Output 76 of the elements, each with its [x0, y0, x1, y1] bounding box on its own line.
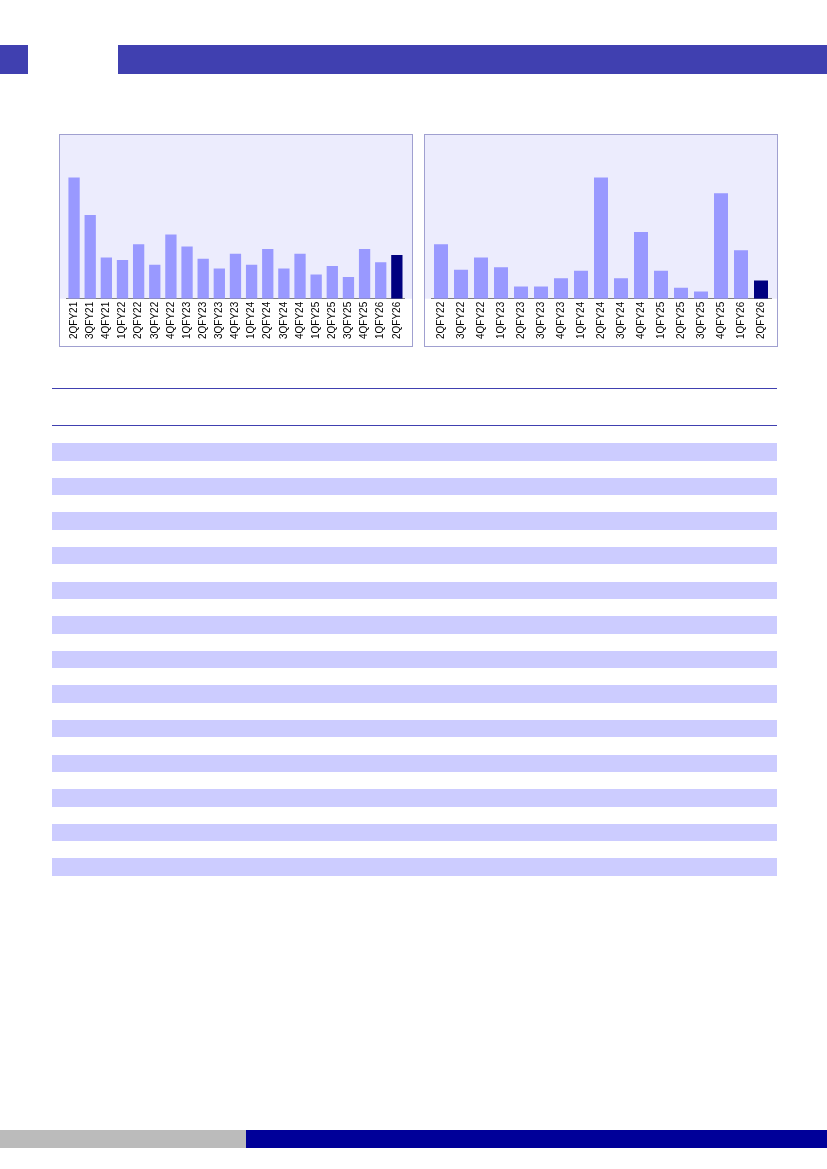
bar [342, 276, 355, 299]
bar [245, 264, 258, 299]
bar [278, 268, 290, 299]
bar [326, 265, 338, 299]
bar [229, 253, 242, 299]
x-tick-label: 2QFY26 [754, 301, 766, 340]
bar [754, 280, 768, 299]
x-tick-label: 3QFY22 [454, 301, 466, 340]
bar [634, 232, 648, 299]
x-tick-label: 2QFY25 [674, 301, 686, 340]
x-tick-label: 2QFY21 [67, 301, 79, 340]
x-tick-label: 3QFY24 [614, 301, 626, 340]
bar [514, 286, 528, 299]
x-tick-label: 2QFY22 [132, 301, 144, 340]
x-tick-label: 3QFY21 [83, 301, 95, 340]
x-tick-label: 3QFY23 [213, 301, 225, 340]
x-tick-label: 2QFY24 [594, 301, 606, 340]
x-tick-label: 2QFY24 [261, 301, 273, 340]
x-tick-label: 1QFY25 [654, 301, 666, 340]
x-tick-label: 4QFY23 [229, 301, 241, 340]
bar [116, 259, 129, 299]
x-tick-label: 1QFY23 [494, 301, 506, 340]
bar [100, 257, 112, 299]
x-tick-label: 3QFY25 [694, 301, 706, 340]
x-tick-label: 2QFY22 [434, 301, 446, 340]
x-tick-label: 3QFY23 [534, 301, 546, 340]
bar [132, 244, 145, 299]
x-tick-label: 3QFY25 [342, 301, 354, 340]
bar [694, 291, 708, 299]
x-tick-label: 4QFY22 [164, 301, 176, 340]
bar [197, 258, 209, 299]
bar [614, 278, 628, 299]
x-tick-label: 4QFY24 [634, 301, 646, 340]
bar [654, 270, 668, 299]
x-tick-label: 2QFY26 [390, 301, 402, 340]
x-tick-label: 4QFY21 [100, 301, 112, 340]
x-tick-label: 1QFY26 [374, 301, 386, 340]
x-tick-label: 2QFY25 [326, 301, 338, 340]
bar [574, 270, 588, 299]
bar [434, 244, 448, 299]
x-tick-label: 4QFY24 [293, 301, 305, 340]
bar [68, 177, 80, 299]
bar [165, 234, 177, 299]
bar [262, 249, 274, 299]
bar [310, 274, 322, 299]
bar [375, 262, 387, 299]
bar [674, 287, 688, 299]
x-tick-label: 4QFY25 [358, 301, 370, 340]
x-tick-label: 1QFY26 [734, 301, 746, 340]
bar [534, 286, 548, 299]
bar [181, 246, 193, 299]
bar [213, 268, 225, 299]
bar [358, 249, 371, 299]
bar [734, 250, 748, 299]
bar [294, 253, 306, 299]
bar [474, 257, 488, 299]
x-tick-label: 4QFY25 [714, 301, 726, 340]
bar [454, 269, 468, 299]
bar [554, 278, 568, 299]
bar [149, 264, 161, 299]
x-tick-label: 4QFY22 [474, 301, 486, 340]
bar [714, 193, 728, 299]
x-tick-label: 1QFY25 [309, 301, 321, 340]
bar [594, 177, 608, 299]
x-tick-label: 3QFY24 [277, 301, 289, 340]
x-tick-label: 1QFY23 [180, 301, 192, 340]
x-tick-label: 3QFY22 [148, 301, 160, 340]
x-tick-label: 2QFY23 [514, 301, 526, 340]
x-tick-label: 1QFY24 [574, 301, 586, 340]
bar [84, 215, 96, 299]
x-tick-label: 1QFY22 [116, 301, 128, 340]
bar [494, 267, 508, 299]
x-tick-label: 4QFY23 [554, 301, 566, 340]
x-tick-label: 1QFY24 [245, 301, 257, 340]
bar [391, 255, 403, 299]
x-tick-label: 2QFY23 [196, 301, 208, 340]
